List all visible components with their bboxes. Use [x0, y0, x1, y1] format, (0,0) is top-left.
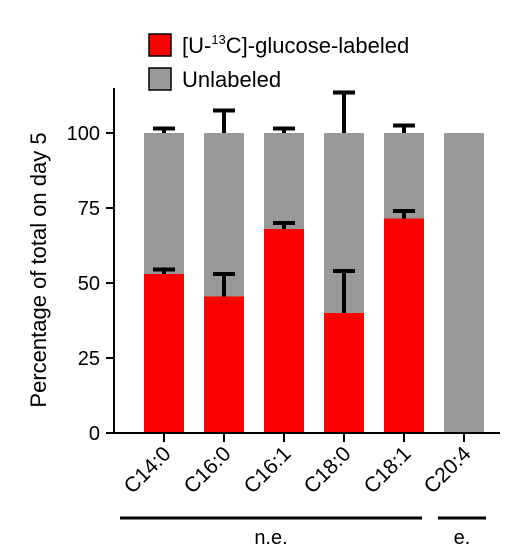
- bar-c16-0-u-13c-glucose-labeled: [204, 296, 244, 433]
- x-tick-label-c18-0: C18:0: [300, 442, 356, 498]
- bar-c18-0-u-13c-glucose-labeled: [324, 313, 364, 433]
- bar-c14-0-unlabeled: [144, 133, 184, 274]
- legend-swatch-unlabeled: [148, 67, 172, 91]
- group-label-e: e.: [454, 527, 471, 549]
- bar-c20-4-unlabeled: [444, 133, 484, 433]
- y-tick-label-25: 25: [78, 348, 100, 370]
- y-axis-title: Percentage of total on day 5: [26, 132, 51, 407]
- category-groups: n.e. e.: [120, 516, 486, 549]
- y-axis: 0 25 50 75 100: [67, 88, 115, 445]
- bar-c18-1-unlabeled: [384, 133, 424, 219]
- legend-label-u-13c-glucose-labeled: [U-13C]-glucose-labeled: [182, 32, 409, 58]
- x-tick-label-c16-0: C16:0: [180, 442, 236, 498]
- bar-c16-0-unlabeled: [204, 133, 244, 297]
- y-tick-label-75: 75: [78, 198, 100, 220]
- legend: [U-13C]-glucose-labeled Unlabeled: [148, 32, 409, 92]
- bar-c16-1-u-13c-glucose-labeled: [264, 229, 304, 433]
- y-tick-label-50: 50: [78, 273, 100, 295]
- legend-swatch-u-13c-glucose-labeled: [148, 33, 172, 57]
- legend-label-unlabeled: Unlabeled: [182, 67, 281, 92]
- y-tick-label-100: 100: [67, 123, 100, 145]
- bar-c16-1-unlabeled: [264, 133, 304, 229]
- bars: [144, 133, 484, 433]
- x-axis: C14:0 C16:0 C16:1 C18:0 C18:1 C20:4: [113, 432, 500, 498]
- bar-c18-1-u-13c-glucose-labeled: [384, 218, 424, 433]
- x-tick-label-c16-1: C16:1: [240, 442, 296, 498]
- error-bars: [153, 90, 415, 313]
- group-label-n-e: n.e.: [254, 527, 287, 549]
- y-tick-label-0: 0: [89, 423, 100, 445]
- x-tick-label-c20-4: C20:4: [420, 442, 476, 498]
- x-tick-label-c18-1: C18:1: [360, 442, 416, 498]
- x-tick-label-c14-0: C14:0: [120, 442, 176, 498]
- bar-c14-0-u-13c-glucose-labeled: [144, 274, 184, 433]
